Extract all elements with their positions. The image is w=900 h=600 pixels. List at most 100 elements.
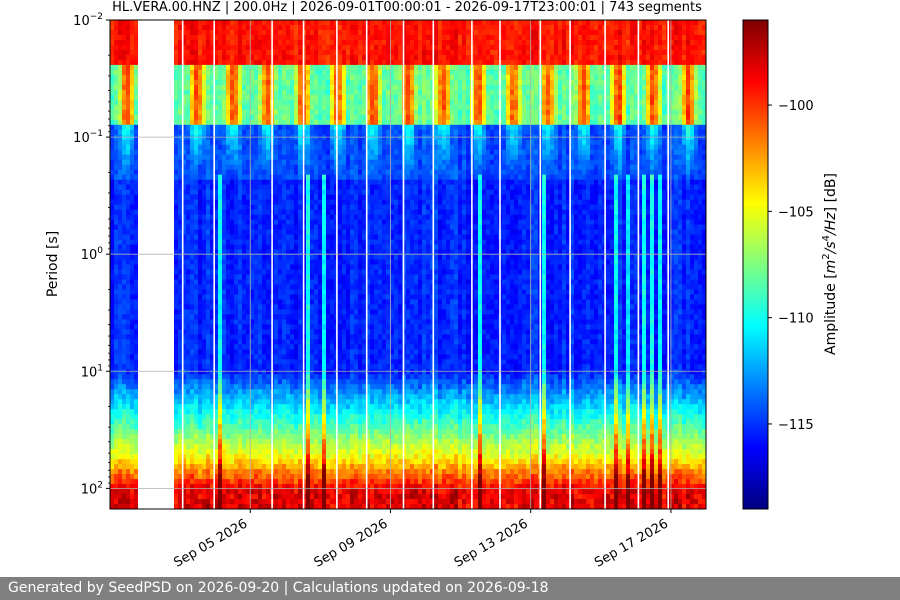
heatmap-cell [250,149,255,156]
heatmap-cell [290,234,295,241]
heatmap-cell [242,414,247,420]
heatmap-cell [110,224,115,231]
heatmap-cell [174,234,179,241]
heatmap-cell [190,34,195,41]
heatmap-cell [190,414,195,420]
heatmap-cell [230,229,235,236]
heatmap-cell [330,339,335,345]
heatmap-cell [294,254,299,261]
heatmap-cell [298,74,303,81]
heatmap-cell [134,39,139,46]
heatmap-cell [274,184,279,191]
heatmap-cell [178,294,183,301]
heatmap-cell [202,364,207,370]
heatmap-cell [246,419,251,425]
heatmap-cell [210,269,215,276]
heatmap-cell [250,439,255,445]
heatmap-cell [226,504,231,509]
heatmap-cell [282,74,287,81]
heatmap-cell [242,434,247,440]
heatmap-cell [258,414,263,420]
heatmap-cell [266,344,271,350]
heatmap-cell [242,419,247,425]
heatmap-cell [194,269,199,276]
heatmap-cell [118,479,123,485]
heatmap-cell [342,134,347,141]
heatmap-cell [218,469,223,475]
heatmap-cell [314,264,319,271]
heatmap-cell [254,279,259,286]
heatmap-cell [326,399,331,405]
heatmap-cell [182,359,187,365]
heatmap-cell [182,284,187,291]
heatmap-cell [178,359,183,365]
heatmap-cell [290,249,295,256]
heatmap-cell [346,99,351,106]
heatmap-cell [286,389,291,395]
heatmap-cell [110,239,115,246]
heatmap-cell [214,459,219,465]
heatmap-cell [338,264,343,271]
heatmap-cell [262,54,267,61]
heatmap-cell [130,209,135,216]
heatmap-cell [318,379,323,385]
heatmap-cell [266,79,271,86]
heatmap-cell [118,354,123,360]
heatmap-cell [210,64,215,71]
heatmap-cell [254,244,259,251]
heatmap-cell [210,254,215,261]
heatmap-cell [190,294,195,301]
heatmap-cell [114,24,119,31]
heatmap-cell [318,504,323,509]
heatmap-cell [274,374,279,380]
heatmap-cell [266,294,271,301]
heatmap-cell [306,449,311,455]
heatmap-cell [322,309,327,315]
heatmap-cell [174,89,179,96]
heatmap-cell [214,29,219,36]
heatmap-cell [214,84,219,91]
heatmap-cell [282,279,287,286]
heatmap-cell [326,24,331,31]
heatmap-cell [246,229,251,236]
heatmap-cell [174,454,179,460]
heatmap-cell [186,304,191,311]
heatmap-cell [286,429,291,435]
heatmap-cell [130,279,135,286]
heatmap-cell [294,304,299,311]
heatmap-cell [182,204,187,211]
heatmap-cell [198,269,203,276]
heatmap-cell [118,334,123,340]
heatmap-cell [306,119,311,126]
heatmap-cell [210,274,215,281]
heatmap-cell [282,479,287,485]
heatmap-cell [342,499,347,505]
heatmap-cell [194,459,199,465]
heatmap-cell [178,244,183,251]
heatmap-cell [322,264,327,271]
heatmap-cell [338,444,343,450]
heatmap-cell [130,189,135,196]
heatmap-cell [234,89,239,96]
heatmap-cell [338,374,343,380]
heatmap-cell [242,194,247,201]
heatmap-cell [210,44,215,51]
heatmap-cell [326,134,331,141]
heatmap-cell [214,89,219,96]
heatmap-cell [294,309,299,315]
heatmap-cell [262,329,267,335]
heatmap-cell [286,124,291,131]
heatmap-cell [282,414,287,420]
heatmap-cell [238,409,243,415]
heatmap-cell [174,29,179,36]
heatmap-cell [122,64,127,71]
heatmap-cell [218,194,223,201]
heatmap-cell [210,129,215,136]
heatmap-cell [338,134,343,141]
heatmap-cell [326,469,331,475]
heatmap-cell [330,354,335,360]
heatmap-cell [282,179,287,186]
heatmap-cell [190,199,195,206]
heatmap-cell [286,314,291,320]
heatmap-cell [262,249,267,256]
